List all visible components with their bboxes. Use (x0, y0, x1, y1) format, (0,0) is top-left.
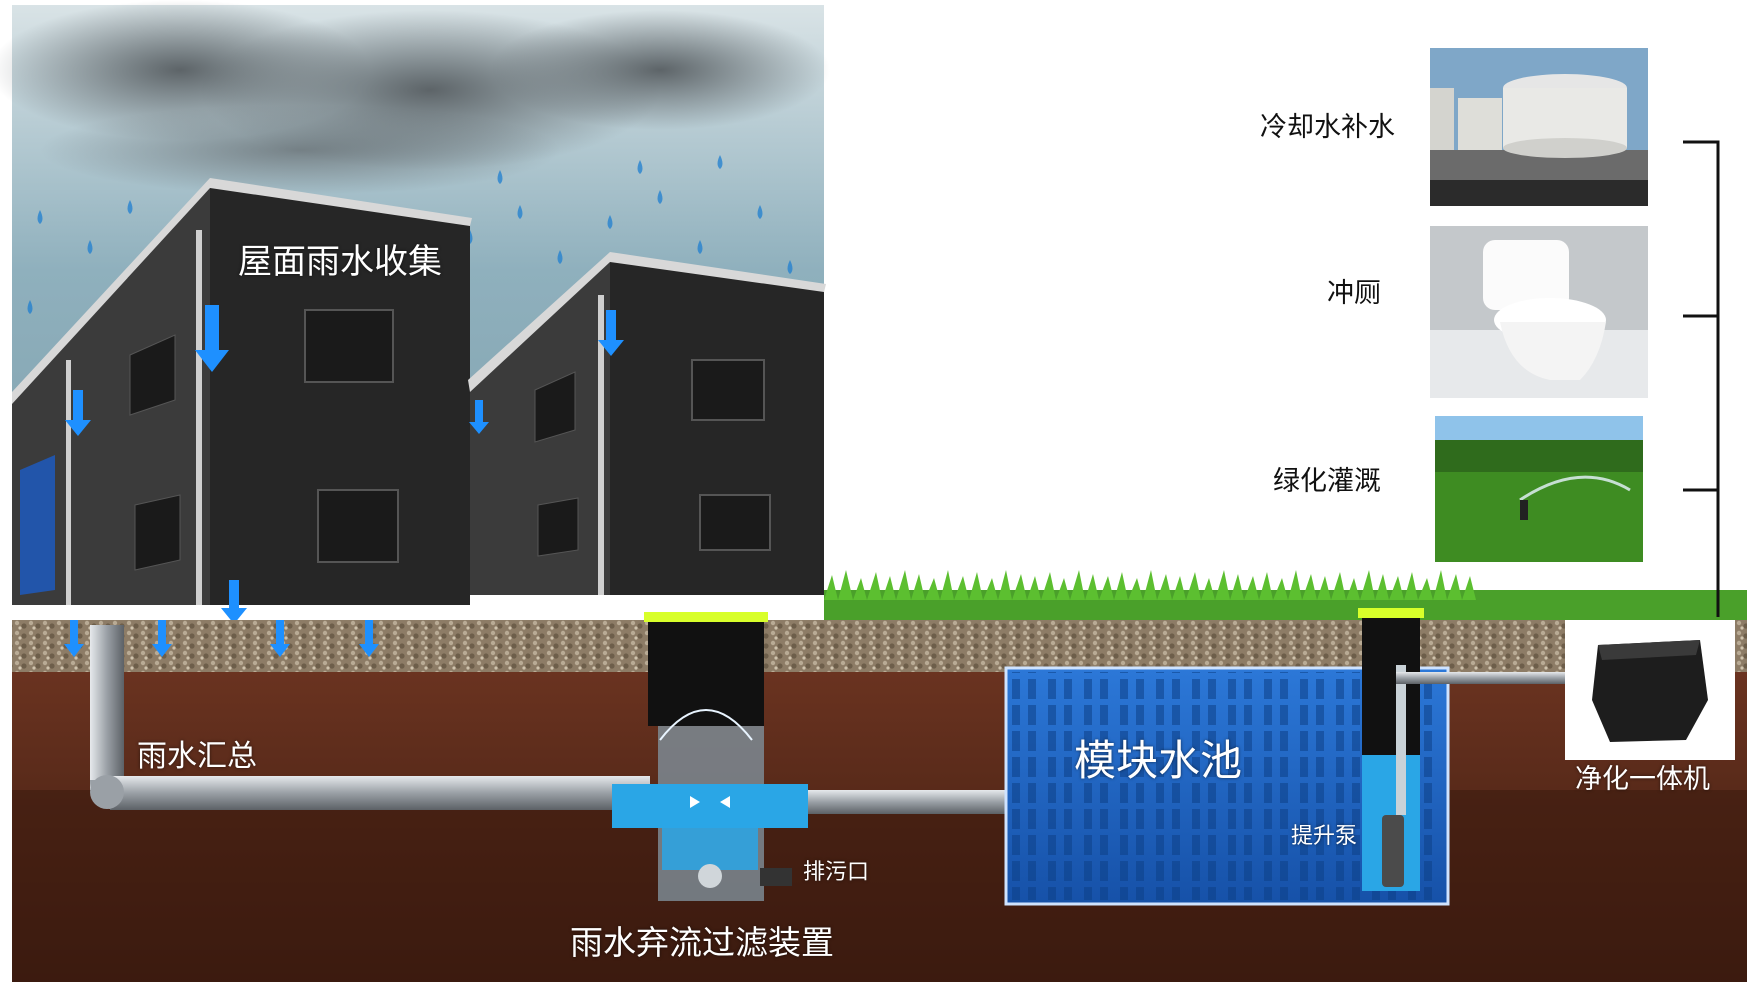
raindrops (27, 155, 793, 314)
diversion-filter-label: 雨水弃流过滤装置 (570, 923, 834, 962)
green-irrigation-label: 绿化灌溉 (1273, 466, 1381, 497)
soil-layer (12, 672, 1747, 982)
rain-collect-pipe-label: 雨水汇总 (137, 739, 257, 774)
diversion-filter-device (612, 612, 808, 901)
building-right (468, 252, 826, 595)
module-tank-label: 模块水池 (1074, 736, 1243, 785)
cooling-makeup-label: 冷却水补水 (1260, 112, 1395, 143)
irrigation-photo (1435, 416, 1643, 562)
building-left (12, 178, 472, 605)
uses-bracket (1683, 140, 1720, 617)
lift-pump-label: 提升泵 (1291, 824, 1358, 849)
roof-collection-label: 屋面雨水收集 (238, 242, 442, 282)
toilet-flush-label: 冲厕 (1327, 278, 1381, 309)
infiltration-arrows (64, 620, 379, 657)
purifier-unit (1565, 620, 1735, 760)
purifier-label: 净化一体机 (1575, 764, 1710, 795)
outlet-pipe (1396, 672, 1572, 684)
gravel-layer (12, 620, 1747, 672)
sewage-outlet-label: 排污口 (803, 860, 870, 885)
inflow-pipe (808, 790, 1008, 814)
downflow-arrows (65, 305, 624, 624)
collection-pipe (90, 625, 650, 810)
lift-pump-well (1358, 608, 1424, 891)
grass-strip (824, 570, 1747, 620)
toilet-photo (1430, 226, 1648, 398)
cooling-tower-photo (1430, 48, 1648, 206)
